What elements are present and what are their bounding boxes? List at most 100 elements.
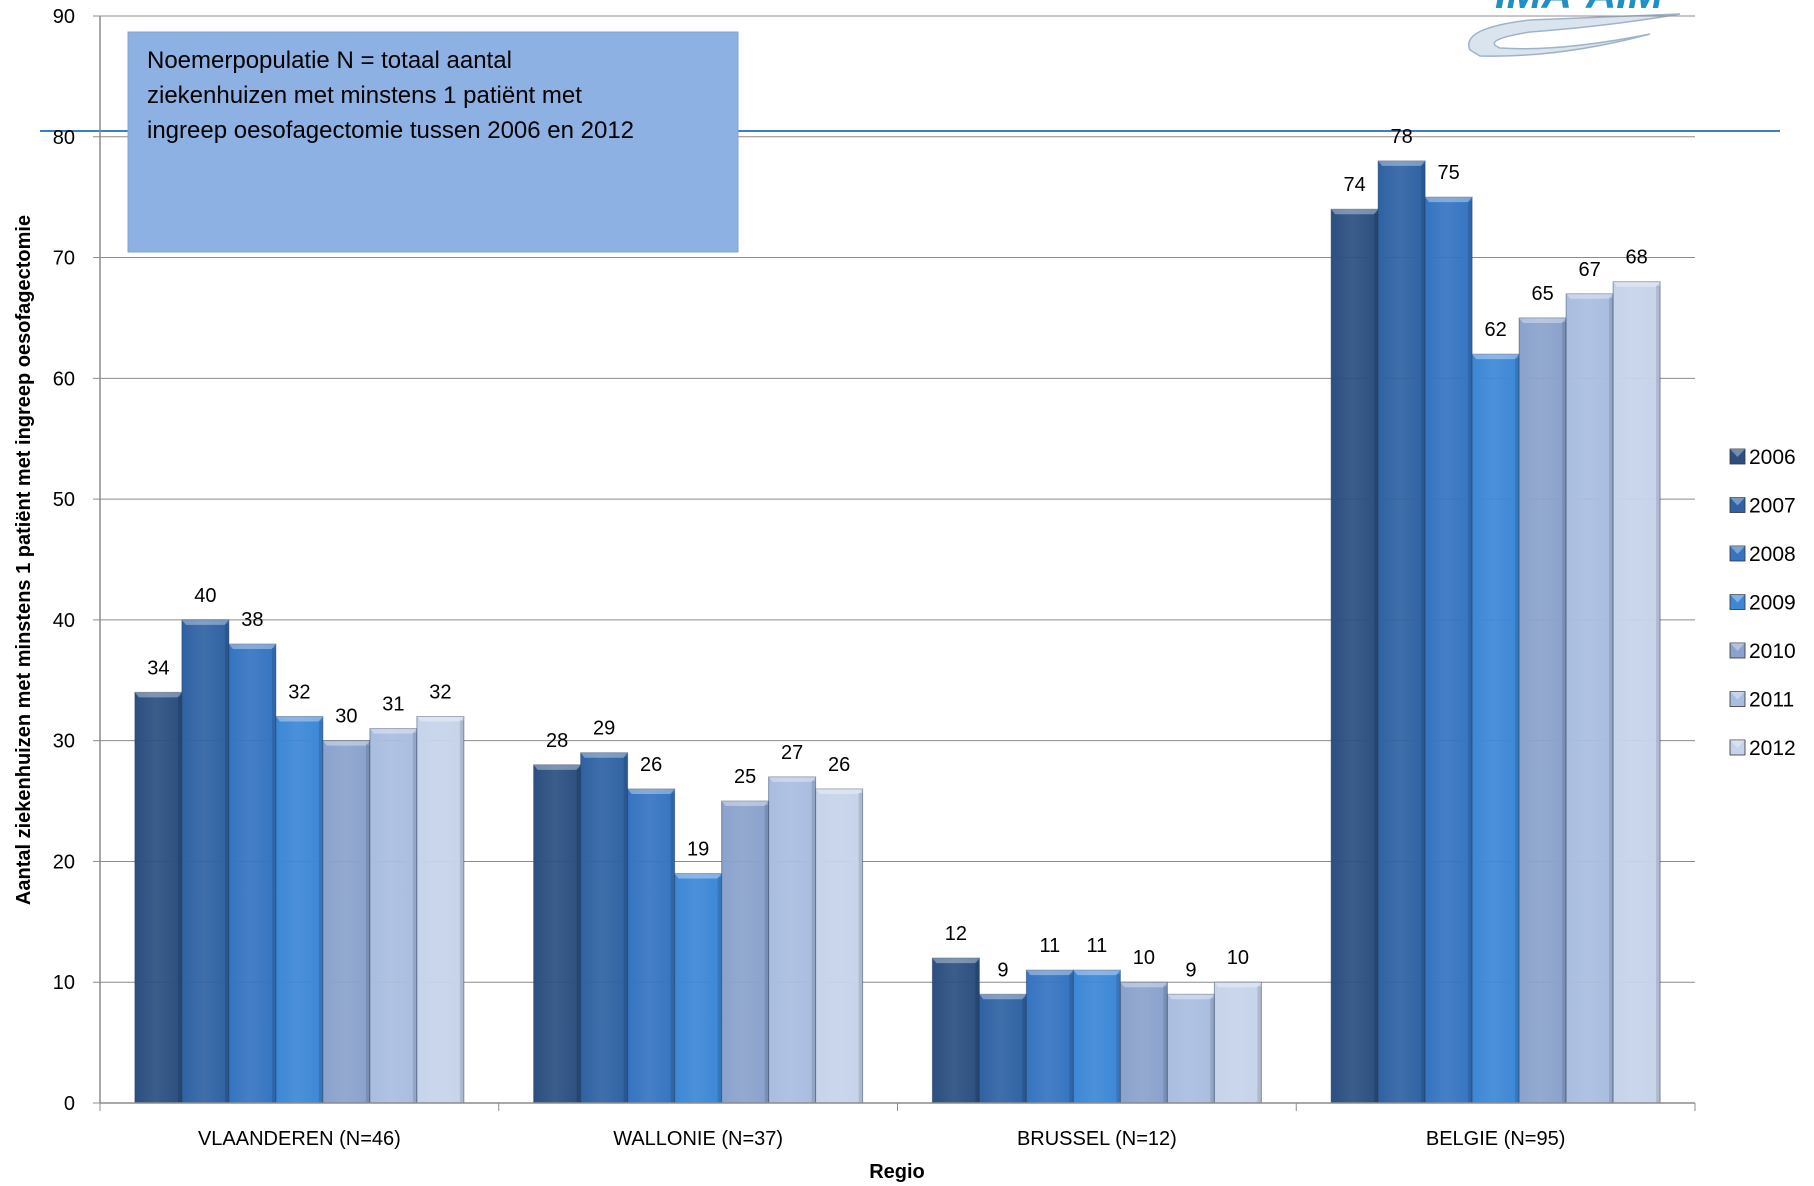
bar-bevel bbox=[1425, 197, 1473, 203]
data-label: 34 bbox=[147, 657, 169, 679]
data-label: 68 bbox=[1626, 247, 1648, 269]
y-tick-label: 70 bbox=[53, 248, 75, 270]
bar-edge bbox=[271, 648, 276, 1103]
data-label: 74 bbox=[1344, 174, 1366, 196]
data-label: 67 bbox=[1579, 259, 1601, 281]
x-tick-label: VLAANDEREN (N=46) bbox=[198, 1128, 401, 1150]
data-label: 38 bbox=[241, 609, 263, 631]
annotation-line-1: Noemerpopulatie N = totaal aantal bbox=[147, 47, 512, 74]
bar-edge bbox=[1562, 321, 1567, 1103]
legend: 2006 2007 2008 2009 2010 2011 2012 bbox=[1729, 446, 1796, 760]
logo-text: IMA-AIM bbox=[1495, 0, 1664, 17]
data-label: 31 bbox=[382, 694, 404, 716]
data-label: 30 bbox=[335, 706, 357, 728]
bar bbox=[721, 800, 770, 1104]
data-label: 26 bbox=[828, 754, 850, 776]
bar bbox=[1612, 281, 1661, 1104]
data-label: 62 bbox=[1485, 319, 1507, 341]
data-label: 65 bbox=[1532, 283, 1554, 305]
bar-edge bbox=[1656, 285, 1661, 1103]
bar-bevel bbox=[228, 644, 276, 650]
legend-swatch-bevel bbox=[1730, 449, 1745, 457]
bar-edge bbox=[365, 744, 370, 1103]
annotation-background bbox=[127, 31, 739, 253]
data-label: 9 bbox=[1185, 959, 1196, 981]
legend-label: 2012 bbox=[1749, 737, 1796, 760]
bar bbox=[768, 776, 817, 1104]
bar bbox=[416, 716, 465, 1104]
data-label: 32 bbox=[288, 682, 310, 704]
data-label: 25 bbox=[734, 766, 756, 788]
bar-edge bbox=[1374, 213, 1379, 1103]
legend-swatch-bevel bbox=[1730, 740, 1745, 748]
bar bbox=[1025, 969, 1074, 1104]
y-tick-label: 20 bbox=[53, 851, 75, 873]
data-label: 29 bbox=[593, 718, 615, 740]
legend-swatch bbox=[1729, 497, 1746, 513]
data-label: 19 bbox=[687, 839, 709, 861]
legend-label: 2007 bbox=[1749, 495, 1796, 518]
bar-bevel bbox=[1566, 293, 1614, 299]
bar bbox=[580, 752, 629, 1104]
bar bbox=[978, 993, 1027, 1104]
legend-label: 2009 bbox=[1749, 592, 1796, 615]
bar bbox=[369, 728, 418, 1104]
data-label: 11 bbox=[1086, 935, 1107, 957]
bar-edge bbox=[459, 720, 464, 1103]
bar bbox=[1471, 353, 1520, 1104]
legend-swatch bbox=[1729, 594, 1746, 610]
y-tick-label: 60 bbox=[53, 368, 75, 390]
bar-bevel bbox=[1026, 970, 1074, 976]
x-axis-title: Regio bbox=[869, 1161, 925, 1183]
bar-edge bbox=[177, 696, 182, 1103]
bars bbox=[134, 160, 1661, 1104]
bar-edge bbox=[1515, 358, 1520, 1104]
data-label: 27 bbox=[781, 742, 803, 764]
bar-edge bbox=[858, 792, 863, 1103]
bar bbox=[1213, 981, 1262, 1104]
y-tick-label: 30 bbox=[53, 731, 75, 753]
data-label: 40 bbox=[194, 585, 216, 607]
annotation-line-3: ingreep oesofagectomie tussen 2006 en 20… bbox=[147, 117, 634, 144]
bar-bevel bbox=[1331, 209, 1379, 215]
bar-bevel bbox=[1214, 982, 1262, 988]
legend-swatch-bevel bbox=[1730, 594, 1745, 603]
y-tick-label: 80 bbox=[53, 127, 75, 149]
legend-swatch bbox=[1729, 691, 1746, 707]
legend-label: 2008 bbox=[1749, 543, 1796, 566]
data-label: 12 bbox=[945, 923, 967, 945]
bar bbox=[1377, 160, 1426, 1104]
bar-edge bbox=[1210, 998, 1215, 1103]
bar-bevel bbox=[721, 801, 769, 807]
bar-edge bbox=[1609, 297, 1614, 1103]
y-tick-label: 10 bbox=[53, 972, 75, 994]
data-label: 10 bbox=[1227, 947, 1249, 969]
bar-bevel bbox=[627, 788, 675, 794]
legend-swatch-bevel bbox=[1730, 546, 1745, 554]
bar-edge bbox=[412, 732, 417, 1103]
data-label: 78 bbox=[1391, 126, 1413, 148]
bar bbox=[1424, 196, 1473, 1104]
bar-bevel bbox=[1073, 970, 1121, 976]
bar-bevel bbox=[1167, 994, 1215, 1000]
y-tick-label: 90 bbox=[53, 6, 75, 28]
bar-edge bbox=[318, 720, 323, 1103]
bar-bevel bbox=[533, 764, 581, 770]
bar-bevel bbox=[768, 776, 816, 782]
axes: 0 10 20 30 40 50 60 70 80 90 VLAANDEREN (N=46) WALL… bbox=[53, 6, 1696, 1150]
logo: IMA-AIM bbox=[1468, 0, 1681, 57]
bar-edge bbox=[811, 780, 816, 1103]
bar-bevel bbox=[134, 692, 182, 698]
legend-swatch-bevel bbox=[1730, 643, 1745, 651]
data-label: 75 bbox=[1438, 162, 1460, 184]
legend-swatch bbox=[1729, 545, 1746, 562]
bar-edge bbox=[975, 962, 980, 1103]
bar-bevel bbox=[416, 716, 464, 722]
bar bbox=[627, 788, 676, 1104]
bar-edge bbox=[576, 768, 581, 1103]
logo-swoosh bbox=[1468, 13, 1681, 57]
data-label: 26 bbox=[640, 754, 662, 776]
bar bbox=[322, 740, 371, 1104]
bar-edge bbox=[1257, 986, 1262, 1103]
bar bbox=[275, 716, 324, 1104]
